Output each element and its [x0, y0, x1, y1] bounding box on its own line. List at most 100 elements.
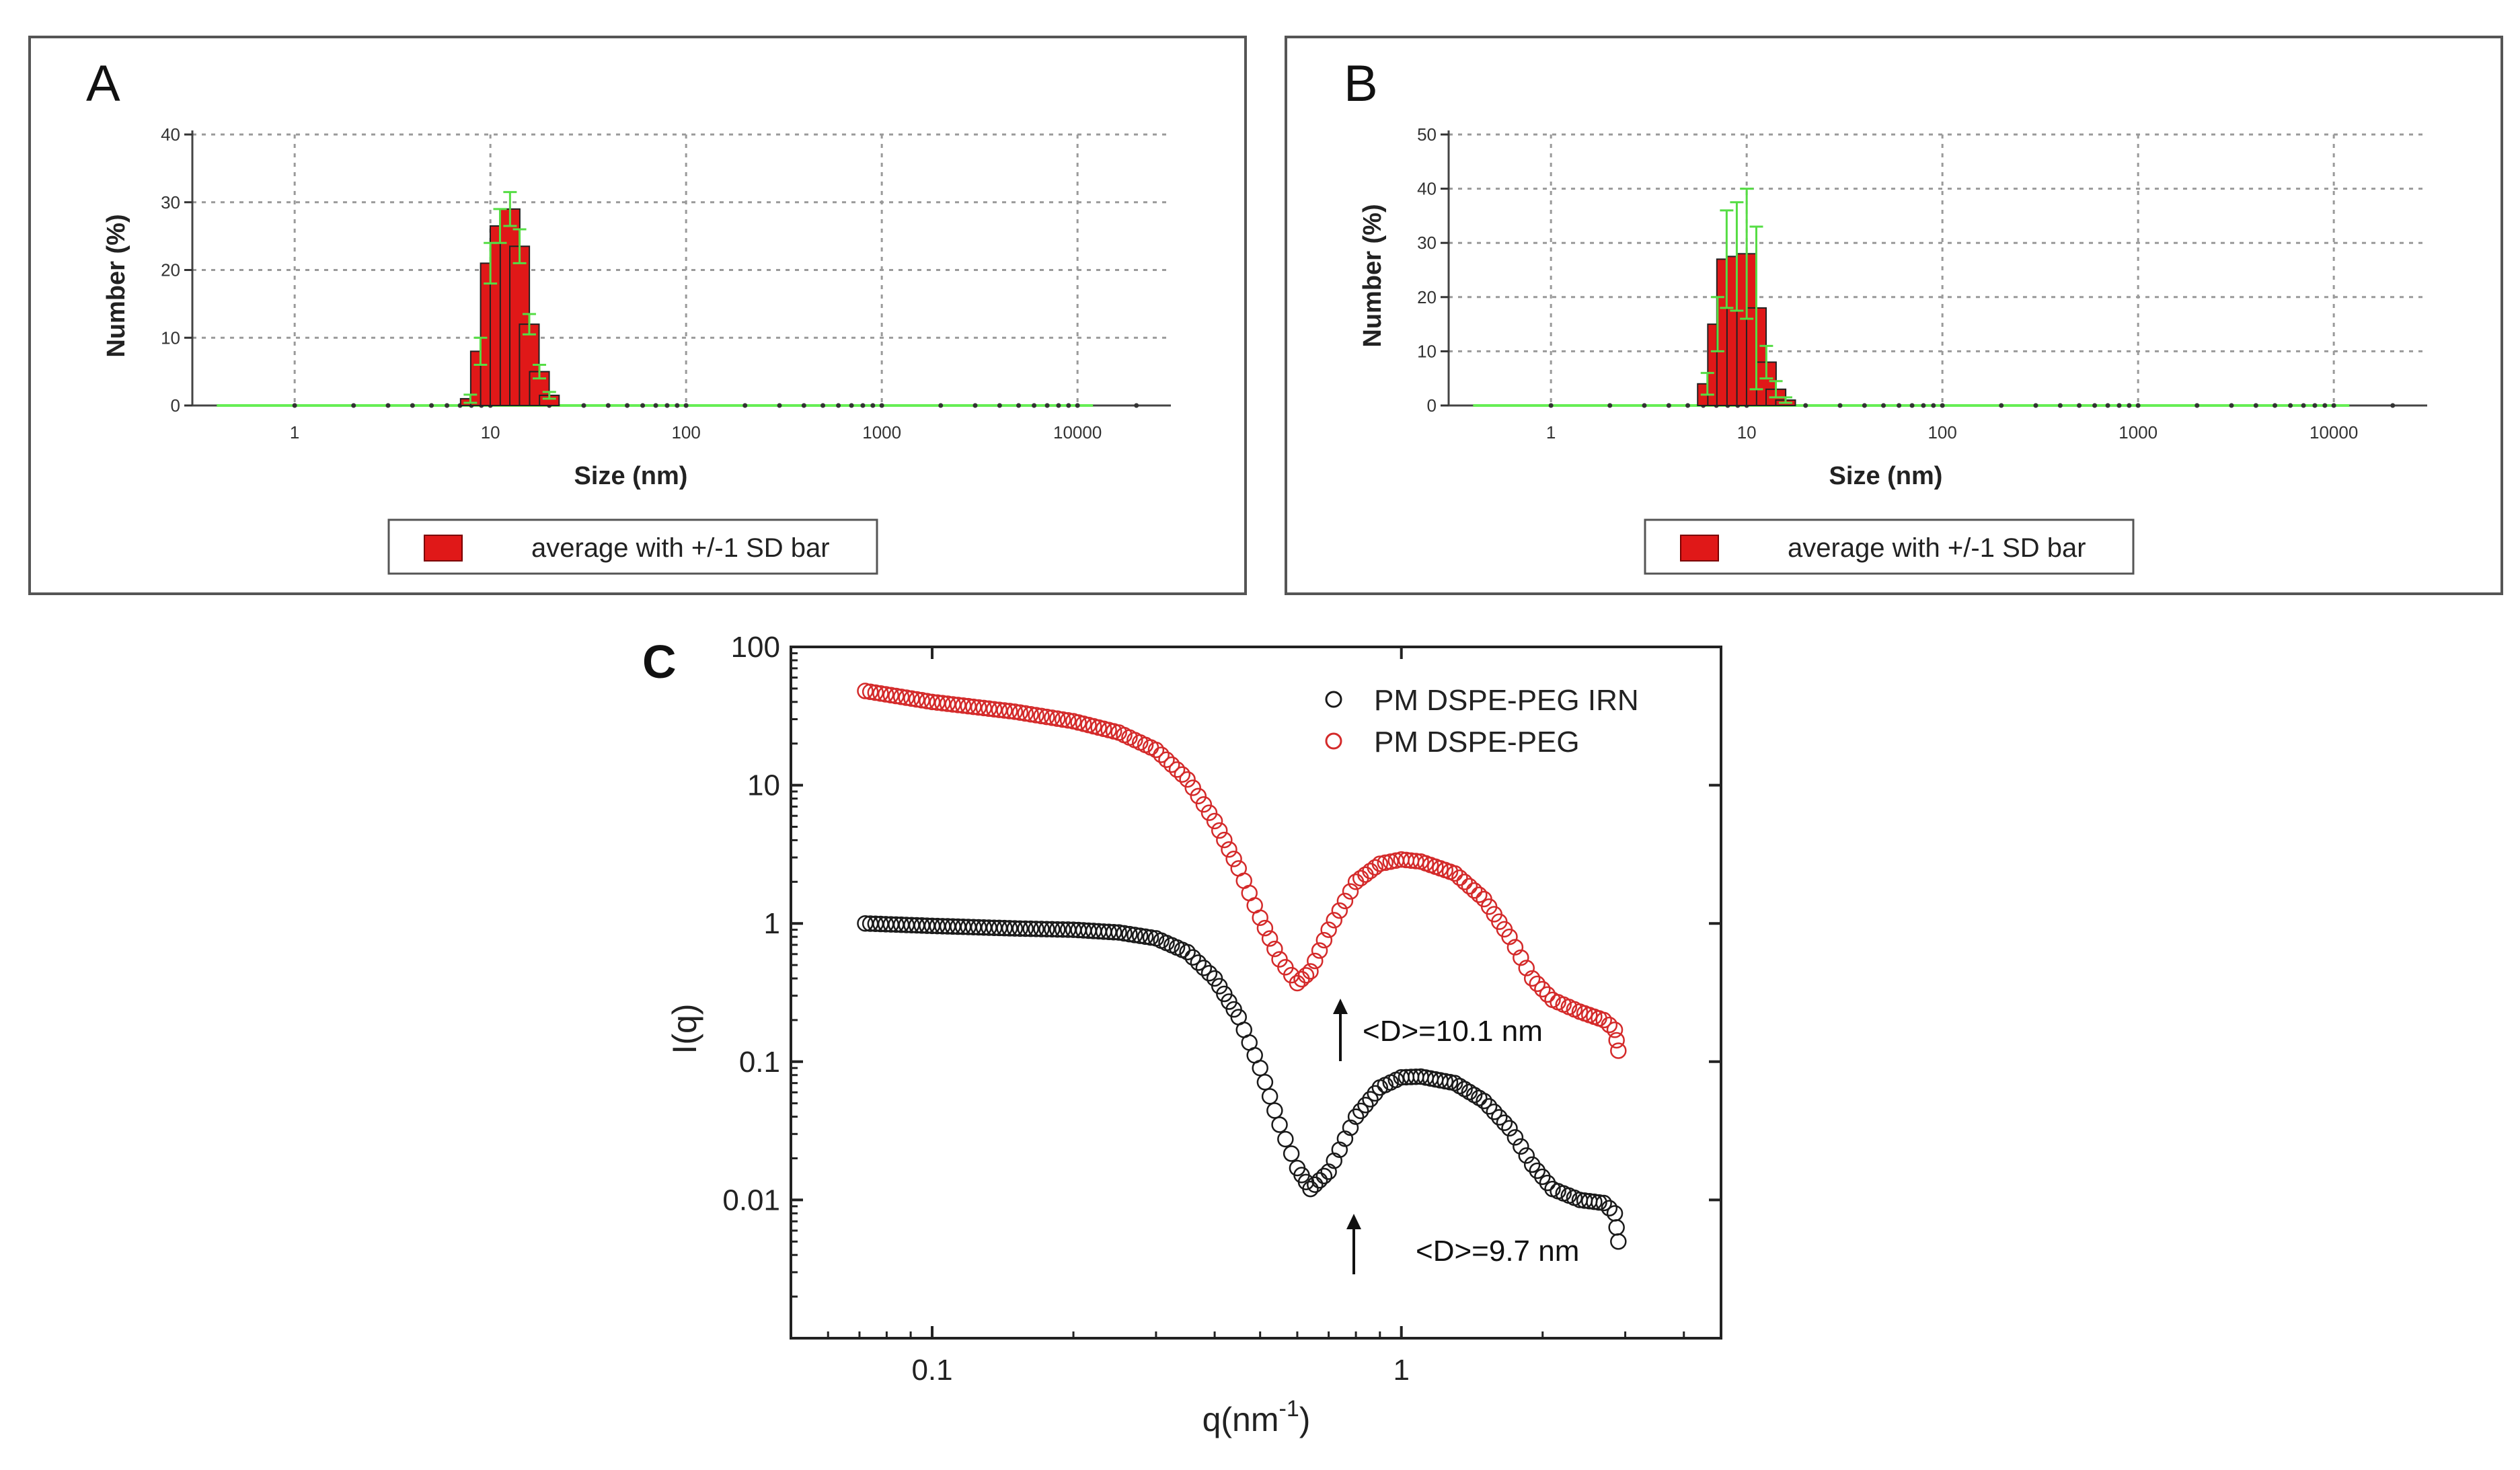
panel-a-x-minor-tick [653, 403, 658, 408]
panel-a-y-tick-label: 40 [161, 124, 180, 145]
panel-c-point-red [1506, 939, 1524, 956]
panel-a-x-minor-tick [870, 403, 876, 408]
panel-a-legend-label: average with +/-1 SD bar [531, 533, 830, 563]
panel-c-x-tick-label: 1 [1393, 1354, 1409, 1387]
panel-b-x-minor-tick [2273, 403, 2278, 408]
panel-c-point-red [1307, 952, 1324, 970]
panel-c-point-red [954, 697, 972, 714]
panel-b-x-minor-tick [2033, 403, 2038, 408]
panel-b-x-minor-tick [2288, 403, 2293, 408]
panel-a-grid [192, 133, 1171, 405]
panel-c-point-red [1256, 919, 1274, 937]
panel-c-point-black [1044, 921, 1061, 938]
panel-c-point-red [1371, 855, 1389, 872]
panel-c-point-red [1456, 874, 1473, 890]
panel-c-point-black [1357, 1097, 1374, 1114]
panel-c-point-black [1476, 1092, 1492, 1110]
panel-a-x-minor-tick [625, 403, 630, 408]
panel-c-point-black [1480, 1098, 1498, 1115]
panel-a-x-minor-tick [836, 403, 841, 408]
panel-a-x-minor-tick [777, 403, 782, 408]
panel-b-x-tick-label: 10 [1737, 422, 1757, 442]
panel-c-point-black [1179, 943, 1196, 961]
panel-c-point-red [1336, 892, 1354, 910]
panel-c-point-red [939, 695, 956, 712]
panel-c-point-red [1206, 812, 1223, 830]
panel-c-point-red [1153, 746, 1170, 763]
panel-c-point-black [1486, 1104, 1502, 1120]
panel-c-point-black [1054, 921, 1071, 938]
panel-c-point-red [857, 683, 874, 699]
panel-a-x-minor-tick [879, 403, 884, 408]
panel-c-y-axis-label: I(q) [666, 1004, 703, 1054]
panel-c-point-red [1059, 711, 1077, 729]
black-minimum-annotation: <D>=9.7 nm [1416, 1235, 1579, 1268]
black-minimum-arrow-head [1346, 1214, 1361, 1229]
panel-c-point-red [929, 694, 946, 711]
panel-a-x-minor-tick [664, 403, 670, 408]
panel-c-point-red [1054, 711, 1071, 728]
panel-a-x-minor-tick [640, 403, 646, 408]
panel-c-point-red [1011, 704, 1029, 721]
panel-c-point-black [1347, 1108, 1365, 1125]
panel-a-legend: average with +/-1 SD bar [387, 518, 878, 575]
panel-a-x-axis-label: Size (nm) [574, 462, 688, 490]
panel-a-x-minor-tick [385, 403, 391, 408]
panel-b-x-minor-tick [2105, 403, 2110, 408]
panel-c-point-black [1595, 1194, 1612, 1212]
panel-c-point-black [1311, 1172, 1328, 1189]
panel-c-point-red [1608, 1032, 1625, 1049]
panel-c-point-black [1195, 960, 1213, 976]
panel-b-x-minor-tick [1931, 403, 1936, 408]
panel-c-point-red [1513, 949, 1529, 966]
panel-c-point-black [1320, 1163, 1337, 1180]
panel-a-x-minor-tick [429, 403, 434, 408]
panel-c-point-black [1610, 1233, 1627, 1250]
panel-c-point-red [1534, 980, 1551, 998]
panel-b-legend-label: average with +/-1 SD bar [1788, 533, 2086, 563]
panel-c-point-red [908, 691, 925, 708]
panel-a-legend-box [387, 518, 878, 575]
panel-c-point-black [1307, 1176, 1324, 1193]
panel-a: A 0 10 20 30 40 1 10 100 1000 10000 Number (%) Si… [28, 36, 1247, 595]
panel-c-point-red [1033, 707, 1050, 725]
panel-c-point-red [1326, 912, 1342, 929]
panel-c-point-black [1006, 920, 1024, 937]
panel-c-point-black [996, 919, 1013, 937]
panel-c-point-red [913, 692, 930, 709]
panel-c-point-red [991, 701, 1008, 718]
panel-c-point-black [1011, 920, 1029, 937]
panel-c-point-black [1105, 923, 1122, 941]
panel-c-letter: C [642, 635, 677, 688]
panel-c-point-red [877, 686, 894, 703]
panel-c-point-red [1529, 975, 1546, 993]
panel-c-x-axis-label: q(nm-1) [1202, 1396, 1311, 1438]
panel-b-x-minor-tick [2092, 403, 2098, 408]
panel-a-y-tick-label: 20 [161, 260, 180, 280]
panel-c-point-red [950, 697, 966, 713]
panel-c-point-red [1049, 710, 1066, 727]
panel-c-point-red [903, 690, 920, 707]
panel-c-point-black [1261, 1088, 1278, 1105]
panel-c-point-red [1225, 851, 1242, 867]
panel-c-y-tick-label: 10 [747, 769, 780, 802]
panel-c-point-black [1127, 927, 1143, 943]
panel-a-x-tick-label: 1 [290, 422, 299, 442]
panel-c-point-red [1221, 841, 1237, 858]
panel-c-point-black [1513, 1138, 1529, 1155]
panel-c-point-red [1342, 883, 1359, 900]
panel-b-error-bars [1700, 188, 1792, 404]
panel-b-legend-swatch [1680, 535, 1719, 562]
panel-b-x-tick-label: 1000 [2118, 422, 2158, 442]
panel-b-x-minor-tick [2229, 403, 2234, 408]
panel-c-point-red [1501, 928, 1518, 945]
panel-c-point-black [1131, 927, 1149, 944]
panel-c-point-red [1168, 761, 1186, 778]
panel-a-x-tick-label: 10 [481, 422, 500, 442]
panel-c-point-black [1501, 1120, 1518, 1137]
panel-c-point-red [1601, 1016, 1618, 1034]
panel-c-point-black [1190, 954, 1207, 971]
panel-c-point-red [1252, 909, 1268, 926]
panel-c-point-black [1367, 1085, 1383, 1102]
